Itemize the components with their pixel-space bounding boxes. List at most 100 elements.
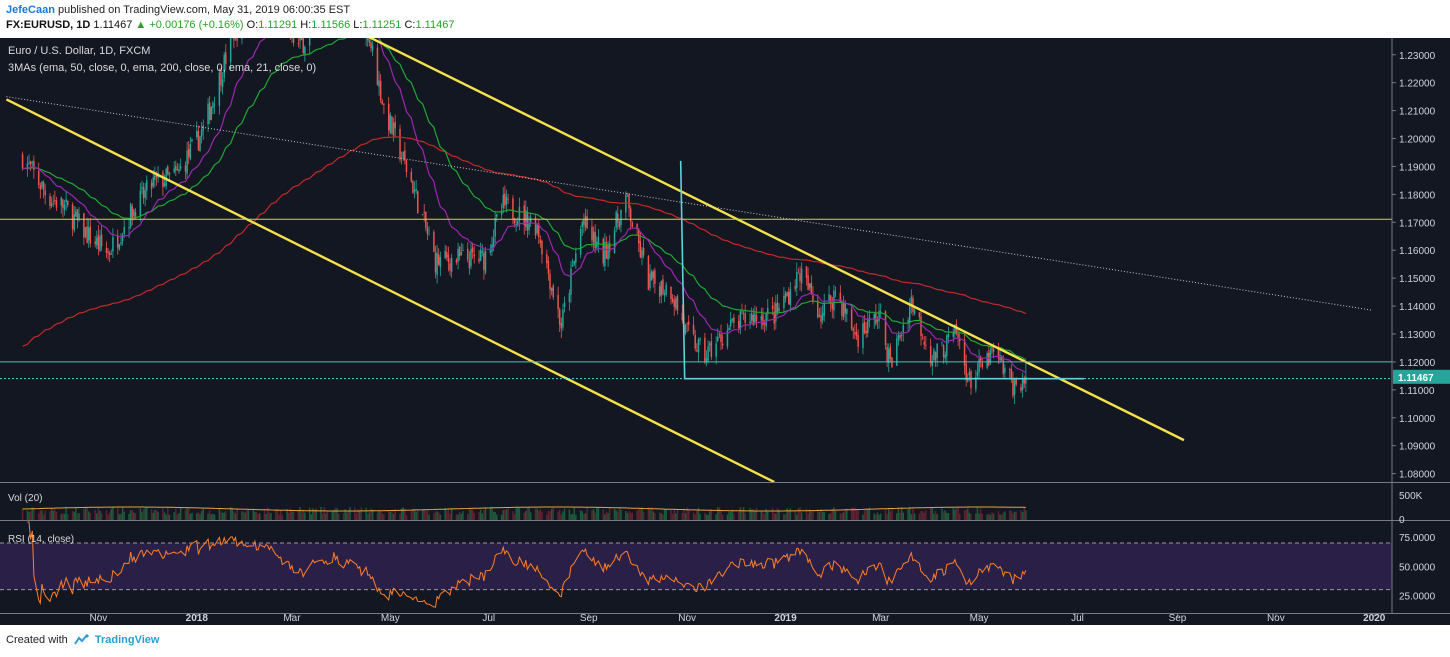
- candle-body: [549, 273, 551, 290]
- volume-bar: [942, 511, 945, 520]
- candle-body: [692, 324, 695, 334]
- volume-bar: [268, 512, 271, 520]
- volume-bar: [289, 508, 292, 520]
- candle-body: [731, 318, 734, 321]
- candle-body: [591, 226, 593, 241]
- volume-bar: [878, 514, 880, 520]
- candle-body: [975, 377, 977, 390]
- high-label: H:: [300, 19, 312, 31]
- volume-bar: [637, 508, 640, 520]
- candle-body: [897, 335, 900, 340]
- volume-bar: [66, 514, 69, 520]
- volume-bar: [591, 510, 593, 520]
- chart-area[interactable]: 1.23000 1.22000 1.21000 1.20000 1.19000 1.180…: [0, 38, 1450, 625]
- candle-body: [428, 234, 430, 236]
- candle-body: [123, 226, 125, 234]
- candle-body: [879, 311, 882, 313]
- volume-bar: [991, 512, 993, 520]
- candle-body: [526, 211, 529, 231]
- candle-body: [470, 248, 472, 267]
- candle-body: [767, 307, 769, 314]
- candle-body: [1000, 356, 1003, 361]
- volume-bar: [615, 510, 617, 520]
- volume-bar: [33, 507, 35, 520]
- ema21-line: [22, 38, 1027, 373]
- volume-bar: [220, 511, 222, 520]
- candle-body: [371, 45, 374, 51]
- volume-bar: [649, 509, 651, 520]
- candle-body: [958, 339, 961, 342]
- author-link[interactable]: JefeCaan: [6, 4, 55, 16]
- candle-body: [415, 188, 417, 191]
- candle-body: [139, 190, 142, 218]
- rsi-band: [0, 543, 1392, 590]
- volume-bar: [884, 509, 887, 520]
- time-tick-label: 2018: [186, 613, 209, 624]
- candle-body: [592, 231, 595, 243]
- candle-body: [834, 292, 837, 294]
- tradingview-brand[interactable]: TradingView: [94, 634, 160, 646]
- price-tick-label: 1.16000: [1399, 246, 1436, 257]
- candle-body: [483, 252, 485, 270]
- volume-bar: [358, 510, 361, 520]
- volume-bar: [54, 509, 56, 520]
- candle-body: [233, 38, 235, 41]
- volume-bar: [405, 514, 408, 520]
- volume-bar: [728, 511, 730, 520]
- volume-bar: [471, 509, 474, 520]
- time-tick-label: 2019: [774, 613, 797, 624]
- candle-body: [784, 293, 787, 299]
- candle-body: [658, 286, 661, 297]
- volume-bar: [518, 508, 521, 520]
- candle-body: [650, 271, 653, 280]
- candle-body: [733, 317, 735, 323]
- time-tick-label: May: [970, 613, 989, 624]
- volume-ma-line: [22, 506, 1026, 512]
- symbol-label: FX:EURUSD, 1D: [6, 19, 91, 31]
- volume-bar: [86, 507, 88, 520]
- time-tick-label: Sep: [580, 613, 598, 624]
- volume-bar: [910, 514, 913, 520]
- candle-body: [594, 232, 596, 249]
- candle-body: [954, 324, 956, 334]
- volume-bar: [500, 514, 503, 520]
- candle-body: [808, 283, 811, 288]
- candle-body: [744, 313, 746, 323]
- volume-bar: [692, 512, 695, 520]
- volume-bar: [989, 514, 992, 520]
- candle-body: [446, 252, 448, 258]
- volume-bar: [494, 512, 496, 520]
- volume-bar: [247, 510, 250, 520]
- volume-bar: [888, 507, 890, 520]
- candle-body: [86, 226, 88, 244]
- candle-body: [999, 355, 1001, 361]
- volume-bar: [733, 513, 735, 520]
- volume-bar: [128, 513, 130, 520]
- candle-body: [867, 319, 869, 333]
- volume-bar: [908, 507, 911, 520]
- chart-svg[interactable]: 1.23000 1.22000 1.21000 1.20000 1.19000 1.180…: [0, 38, 1450, 625]
- volume-bar: [852, 507, 855, 520]
- candle-body: [1013, 379, 1016, 395]
- volume-bar: [570, 514, 572, 520]
- candle-body: [120, 242, 122, 244]
- volume-bar: [829, 512, 832, 520]
- candle-body: [437, 254, 440, 265]
- candle-body: [947, 334, 950, 338]
- volume-bar: [946, 512, 948, 520]
- volume-bar: [84, 507, 87, 520]
- candle-body: [584, 216, 587, 228]
- candle-body: [518, 206, 521, 221]
- volume-bar: [146, 507, 148, 520]
- volume-bar: [234, 513, 237, 520]
- price-tick-label: 1.09000: [1399, 442, 1436, 453]
- volume-bar: [699, 513, 701, 520]
- volume-bar: [639, 509, 642, 520]
- close-label: C:: [404, 19, 416, 31]
- candle-body: [750, 313, 753, 321]
- volume-bar: [581, 511, 584, 520]
- volume-bar: [165, 514, 167, 520]
- volume-bar: [344, 509, 346, 520]
- volume-bar: [191, 512, 193, 520]
- volume-bar: [55, 511, 58, 520]
